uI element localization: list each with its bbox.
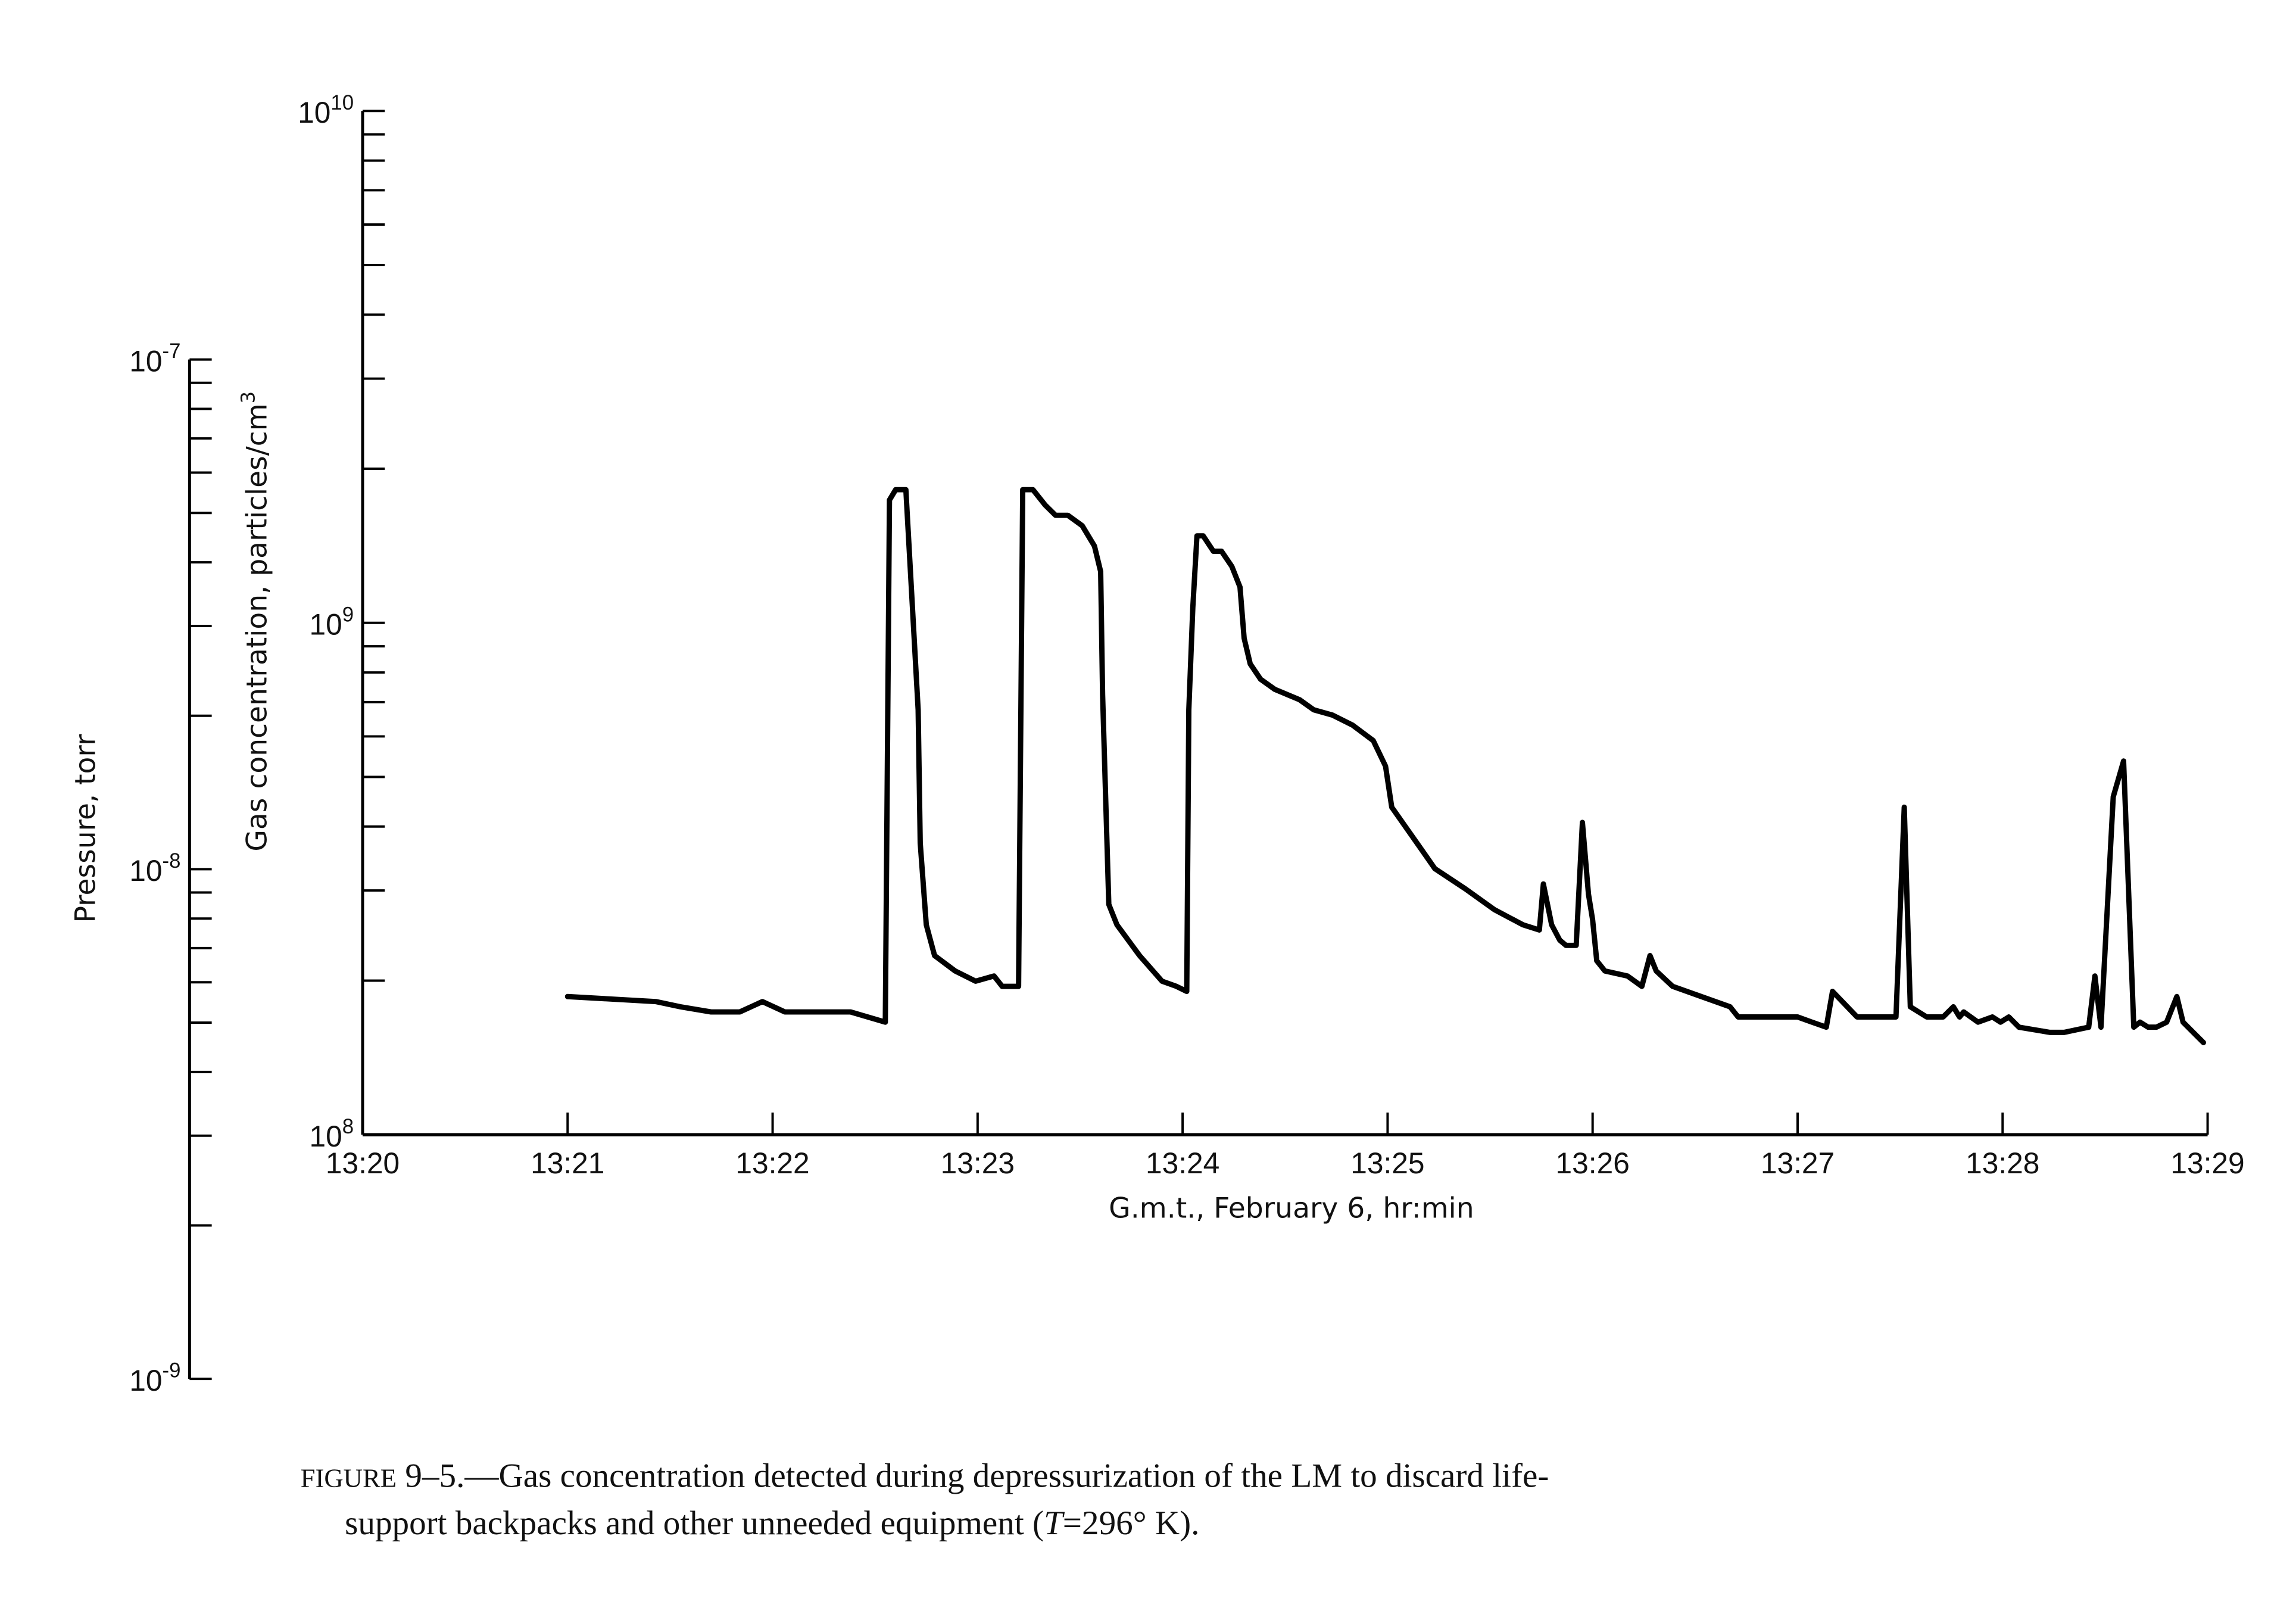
tick-label-exponent: 9 xyxy=(342,603,354,626)
concentration-tick-label: 109 xyxy=(309,603,354,641)
tick-label-base: 10 xyxy=(129,1364,162,1397)
pressure-axis-label: Pressure, torr xyxy=(69,734,102,923)
time-tick-label: 13:28 xyxy=(1966,1147,2039,1180)
figure-caption-line-2: support backpacks and other unneeded equ… xyxy=(345,1504,1199,1542)
tick-label-exponent: 10 xyxy=(330,92,354,114)
figure-caption-text-1: 9–5.—Gas concentration detected during d… xyxy=(397,1457,1549,1494)
time-tick-label: 13:20 xyxy=(326,1147,400,1180)
time-tick-label: 13:23 xyxy=(941,1147,1015,1180)
pressure-tick-label: 10-7 xyxy=(129,340,180,378)
figure-caption-text-2b: =296° K). xyxy=(1063,1504,1200,1542)
concentration-axis-label-sup: 3 xyxy=(237,391,260,404)
time-tick-label: 13:25 xyxy=(1350,1147,1424,1180)
gas-concentration-line xyxy=(564,487,2207,1045)
time-tick-label: 13:24 xyxy=(1146,1147,1219,1180)
concentration-axis-label-text: Gas concentration, particles/cm xyxy=(241,403,274,851)
tick-label-exponent: -8 xyxy=(163,850,181,873)
figure-caption-italic-t: T xyxy=(1044,1504,1065,1542)
pressure-tick-label: 10-9 xyxy=(129,1360,180,1397)
time-tick-label: 13:29 xyxy=(2170,1147,2244,1180)
concentration-tick-label: 108 xyxy=(309,1116,354,1153)
tick-label-exponent: -9 xyxy=(163,1360,181,1382)
time-tick-label: 13:26 xyxy=(1556,1147,1630,1180)
figure-caption-label: Figure xyxy=(301,1463,397,1493)
concentration-tick-label: 1010 xyxy=(298,92,354,129)
figure-caption-line-1: Figure 9–5.—Gas concentration detected d… xyxy=(301,1457,1549,1494)
x-axis-label: G.m.t., February 6, hr:min xyxy=(1109,1192,1474,1225)
concentration-axis-label: Gas concentration, particles/cm3 xyxy=(237,391,274,852)
time-tick-label: 13:21 xyxy=(531,1147,604,1180)
tick-label-base: 10 xyxy=(298,96,330,129)
tick-label-base: 10 xyxy=(309,608,342,641)
time-tick-label: 13:27 xyxy=(1761,1147,1835,1180)
pressure-tick-label: 10-8 xyxy=(129,850,180,887)
tick-label-base: 10 xyxy=(309,1120,342,1153)
time-tick-label: 13:22 xyxy=(735,1147,809,1180)
tick-label-base: 10 xyxy=(129,344,162,378)
pressure-axis: 10-710-810-9 xyxy=(129,340,212,1397)
time-axis: 13:20 13:21 13:22 13:23 13:24 13:25 13:26 13:27… xyxy=(326,1112,2245,1180)
tick-label-exponent: -7 xyxy=(163,340,181,363)
figure-caption-text-2a: support backpacks and other unneeded equ… xyxy=(345,1504,1044,1542)
tick-label-base: 10 xyxy=(129,854,162,887)
tick-label-exponent: 8 xyxy=(342,1116,354,1138)
